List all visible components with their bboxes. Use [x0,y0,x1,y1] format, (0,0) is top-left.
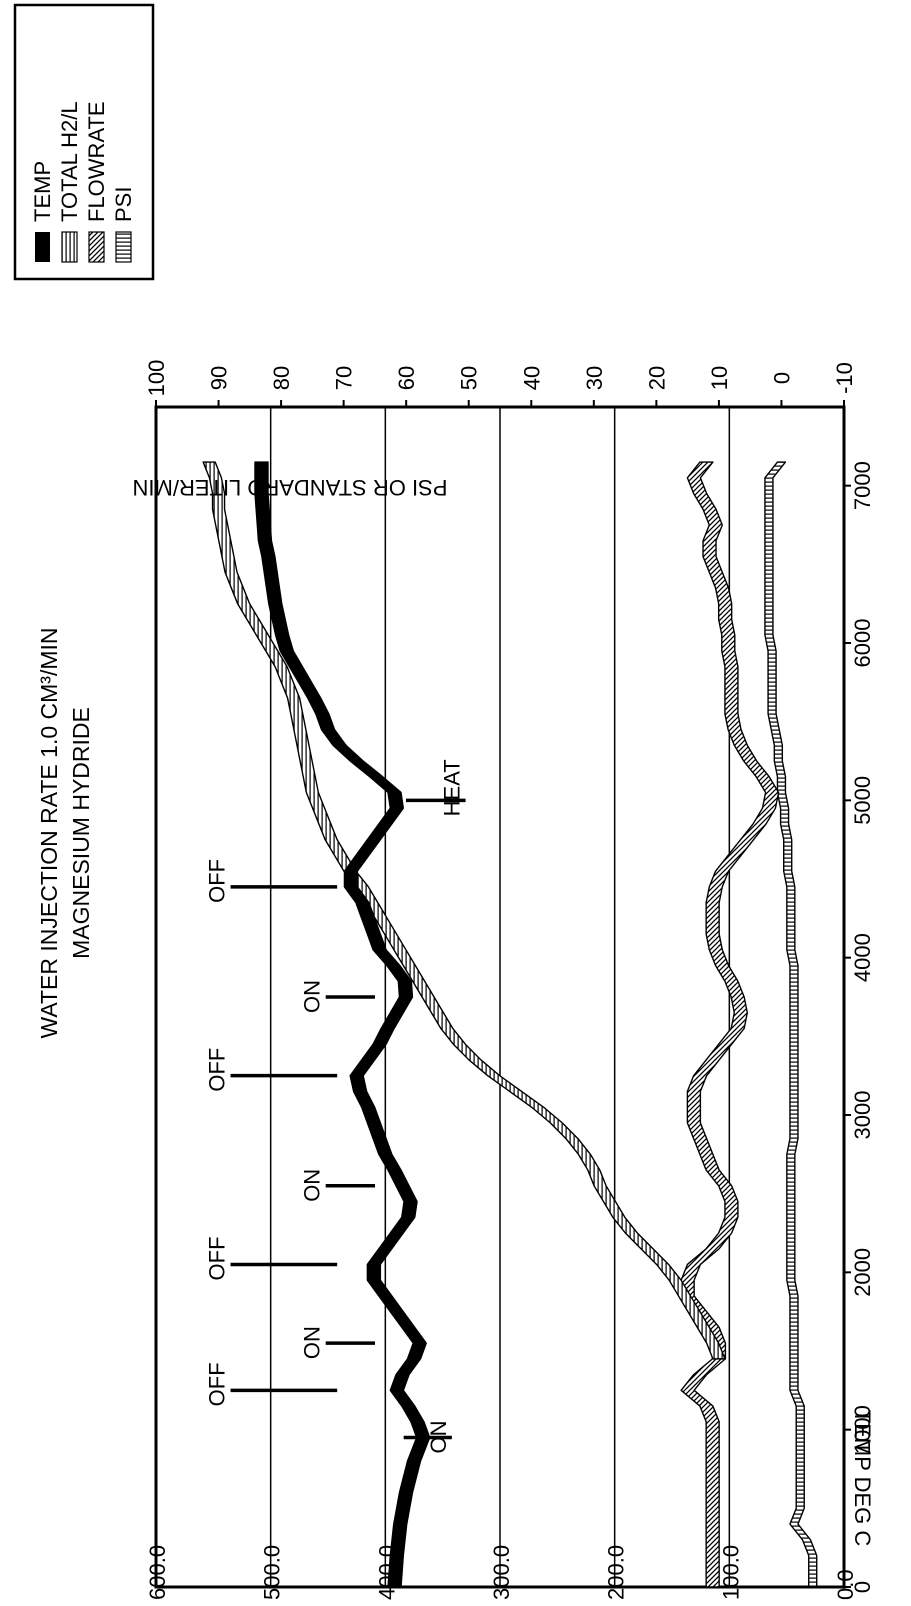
legend-box [13,3,155,281]
y-left-tick-label: 400.0 [374,1545,399,1600]
right-axis-label: PSI OR STANDARD LITER/MIN [133,475,448,500]
y-right-tick-label: 90 [207,366,232,390]
annotation-layer: ON OFF ON OFF ON OFF ON OFF HEAT [205,759,466,1454]
series-layer [202,461,818,1588]
y-left-tick-label: 100.0 [718,1545,743,1600]
legend-swatch-temp [35,232,50,262]
legend-swatch-total-h2 [61,231,78,263]
annotation-label: OFF [205,859,230,903]
series-total-h2-l [202,461,726,1360]
y-right-tick-label: 10 [707,366,732,390]
chart-title: WATER INJECTION RATE 1.0 CM³/MIN [36,627,62,1038]
series-temp [254,461,431,1588]
y-right-tick-label: 20 [644,366,669,390]
y-left-tick-label: 500.0 [260,1545,285,1600]
y-right-tick-label: 30 [582,366,607,390]
legend-swatch-flowrate [88,231,105,263]
legend: TEMP TOTAL H2/L FLOWRATE PSI [13,3,155,281]
legend-label-total-h2: TOTAL H2/L [57,101,82,222]
y-left-tick-label: 300.0 [489,1545,514,1600]
series-flowrate [680,461,780,1588]
annotation-label: HEAT [440,759,465,816]
annotation-label: ON [300,1326,325,1359]
y-right-tick-label: 40 [519,366,544,390]
left-axis-label: TEMP DEG C [850,1410,875,1547]
y-right-tick-label: 60 [394,366,419,390]
y-right-tick-label: 0 [769,372,794,384]
tick-layer: 010002000300040005000600070000.0100.0200… [144,360,875,1600]
x-tick-label: 6000 [850,619,875,668]
y-right-tick-label: 80 [269,366,294,390]
legend-label-flowrate: FLOWRATE [84,101,109,222]
x-tick-label: 5000 [850,776,875,825]
annotation-label: ON [426,1421,451,1454]
y-right-tick-label: 70 [332,366,357,390]
chart-subtitle: MAGNESIUM HYDRIDE [68,707,94,959]
x-tick-label: 3000 [850,1091,875,1140]
x-tick-label: 4000 [850,933,875,982]
annotation-label: OFF [205,1362,230,1406]
annotation-label: OFF [205,1048,230,1092]
annotation-label: OFF [205,1236,230,1280]
series-psi [764,461,818,1588]
legend-swatch-psi [115,231,132,263]
annotation-label: ON [300,980,325,1013]
legend-label-psi: PSI [111,187,136,222]
x-tick-label: 1000 [850,1405,875,1454]
legend-label-temp: TEMP [30,161,55,222]
y-left-tick-label: 600.0 [145,1545,170,1600]
annotation-label: ON [300,1169,325,1202]
y-right-tick-label: 50 [457,366,482,390]
x-tick-label: 0 [850,1581,875,1593]
x-tick-label: 7000 [850,461,875,510]
x-tick-label: 2000 [850,1248,875,1297]
y-left-tick-label: 0.0 [833,1569,858,1600]
y-right-tick-label: 100 [144,360,169,397]
y-right-tick-label: -10 [832,362,857,394]
y-left-tick-label: 200.0 [604,1545,629,1600]
